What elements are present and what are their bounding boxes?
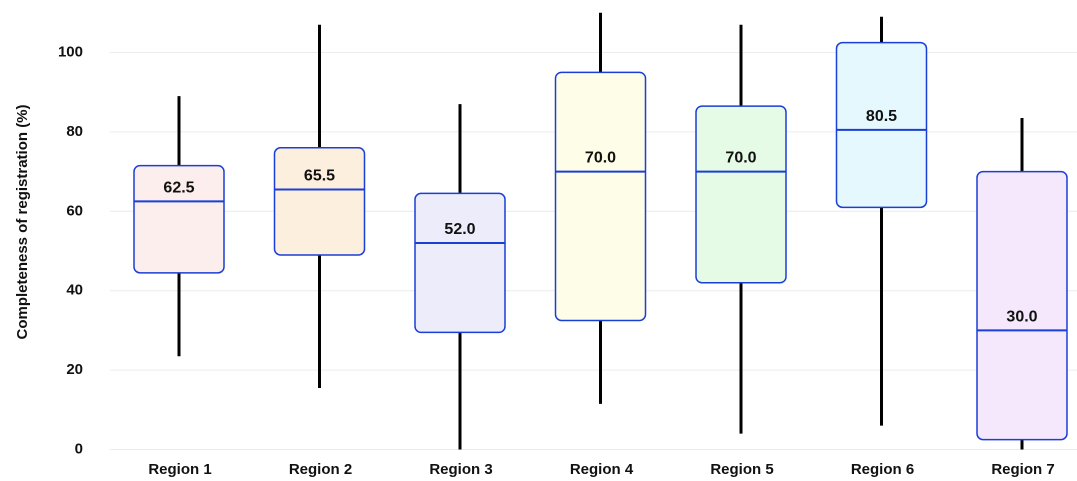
box-iqr [273, 147, 366, 256]
box-group-region-3: 52.0 [414, 104, 506, 450]
y-tick-label: 20 [66, 361, 83, 378]
box-iqr [695, 105, 787, 284]
x-category-label: Region 4 [570, 461, 634, 478]
median-value-label: 52.0 [444, 221, 475, 238]
y-axis-title: Completeness of registration (%) [14, 104, 31, 339]
box-iqr [976, 170, 1068, 441]
box-group-region-6: 80.5 [835, 16, 928, 426]
box-group-region-5: 70.0 [695, 24, 787, 434]
box-iqr [554, 71, 647, 322]
y-tick-label: 60 [66, 202, 83, 219]
median-value-label: 80.5 [866, 108, 897, 125]
y-tick-label: 0 [75, 440, 83, 457]
median-value-label: 70.0 [585, 150, 616, 167]
y-tick-label: 40 [66, 282, 83, 299]
y-tick-label: 100 [58, 43, 83, 60]
x-category-label: Region 2 [289, 461, 352, 478]
box-iqr [835, 41, 928, 209]
x-category-label: Region 7 [991, 461, 1054, 478]
box-group-region-7: 30.0 [976, 118, 1068, 450]
median-value-label: 30.0 [1006, 308, 1037, 325]
x-category-label: Region 5 [710, 461, 773, 478]
box-iqr [414, 192, 506, 334]
y-axis-ticks: 0 20 40 60 80 100 [58, 43, 83, 457]
x-category-label: Region 1 [148, 461, 211, 478]
median-value-label: 65.5 [304, 167, 335, 184]
box-group-region-2: 65.5 [273, 24, 366, 388]
x-category-label: Region 3 [429, 461, 492, 478]
y-tick-label: 80 [66, 123, 83, 140]
box-series: 62.5 65.5 52.0 70.0 70.0 80.5 30.0 [133, 12, 1068, 450]
box-iqr [133, 164, 225, 274]
x-category-label: Region 6 [851, 461, 914, 478]
x-axis-categories: Region 1 Region 2 Region 3 Region 4 Region 5… [148, 461, 1054, 478]
box-group-region-4: 70.0 [554, 12, 647, 404]
median-value-label: 62.5 [163, 179, 194, 196]
box-group-region-1: 62.5 [133, 96, 225, 357]
median-value-label: 70.0 [725, 150, 756, 167]
